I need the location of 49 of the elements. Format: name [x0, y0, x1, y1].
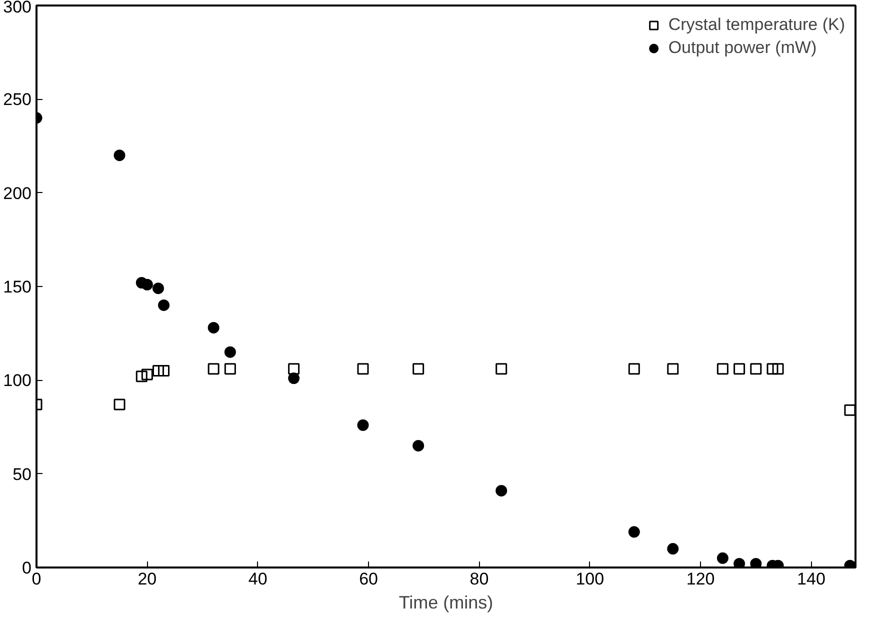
point: [114, 398, 126, 410]
point: [766, 363, 778, 375]
point: [288, 372, 300, 384]
point: [716, 363, 728, 375]
point: [114, 150, 126, 162]
y-tick-label: 250: [3, 90, 32, 110]
point: [357, 363, 369, 375]
point: [667, 543, 679, 555]
point: [496, 484, 508, 496]
point: [208, 363, 220, 375]
x-axis-title: Time (mins): [398, 592, 494, 612]
y-tick-label: 150: [3, 278, 32, 296]
point: [750, 558, 762, 568]
point: [667, 363, 679, 375]
x-tick-label: 120: [686, 570, 715, 588]
x-tick-label: 20: [138, 570, 157, 588]
legend-label: Crystal temperature (K): [668, 15, 845, 35]
x-tick-label: 140: [797, 570, 826, 588]
y-tick-label: 300: [3, 0, 32, 16]
point: [288, 363, 300, 375]
point: [412, 440, 424, 452]
legend-label: Output power (mW): [668, 38, 817, 58]
point: [141, 368, 153, 380]
point: [208, 322, 220, 334]
y-tick-label: 50: [12, 464, 32, 484]
point: [628, 526, 640, 538]
y-tick-label: 100: [3, 371, 32, 390]
x-tick-label: 60: [359, 570, 378, 588]
point: [224, 346, 236, 358]
point: [224, 363, 236, 375]
point: [158, 299, 170, 311]
point: [628, 363, 640, 375]
point: [716, 552, 728, 564]
point: [412, 363, 424, 375]
point: [152, 365, 164, 377]
x-tick-label: 80: [470, 570, 489, 588]
point: [844, 404, 856, 416]
x-tick-label: 100: [576, 570, 604, 588]
point: [734, 363, 746, 375]
point: [496, 363, 508, 375]
x-tick-label: 40: [248, 570, 268, 588]
point: [152, 282, 164, 294]
point: [734, 558, 746, 568]
y-tick-label: 200: [3, 184, 32, 203]
point: [136, 370, 148, 382]
point: [750, 363, 762, 375]
point: [772, 363, 784, 375]
point: [158, 365, 170, 377]
point: [357, 419, 369, 431]
